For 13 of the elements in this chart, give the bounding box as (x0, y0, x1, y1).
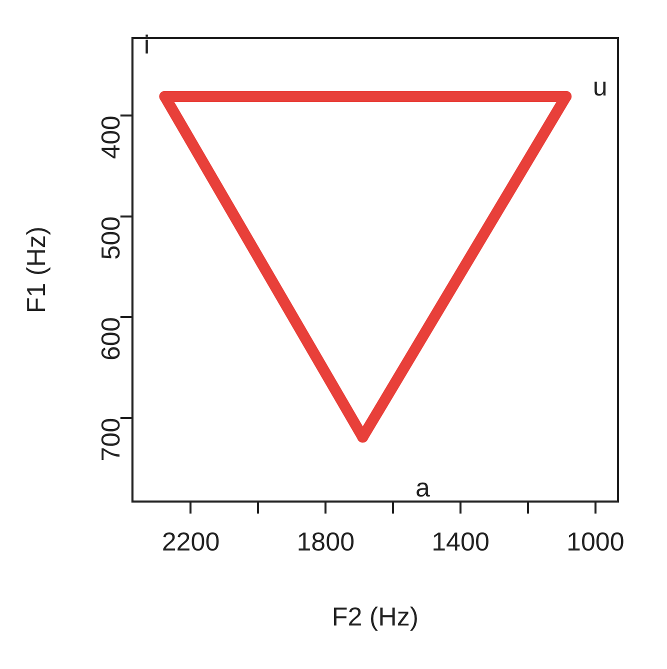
y-tick-label: 600 (96, 317, 126, 361)
y-tick-label: 400 (96, 116, 126, 159)
x-tick-label: 1000 (566, 526, 624, 556)
y-tick-label: 700 (96, 418, 126, 462)
x-tick-label: 1400 (432, 526, 490, 556)
annotation: a (415, 472, 430, 502)
x-axis-title: F2 (Hz) (332, 602, 419, 632)
y-axis-title: F1 (Hz) (20, 226, 51, 314)
x-tick-label: 1800 (296, 526, 355, 556)
annotation: i (144, 30, 150, 60)
annotation: u (592, 72, 608, 102)
x-tick-label: 2200 (162, 526, 220, 556)
y-tick-label: 500 (96, 216, 126, 260)
